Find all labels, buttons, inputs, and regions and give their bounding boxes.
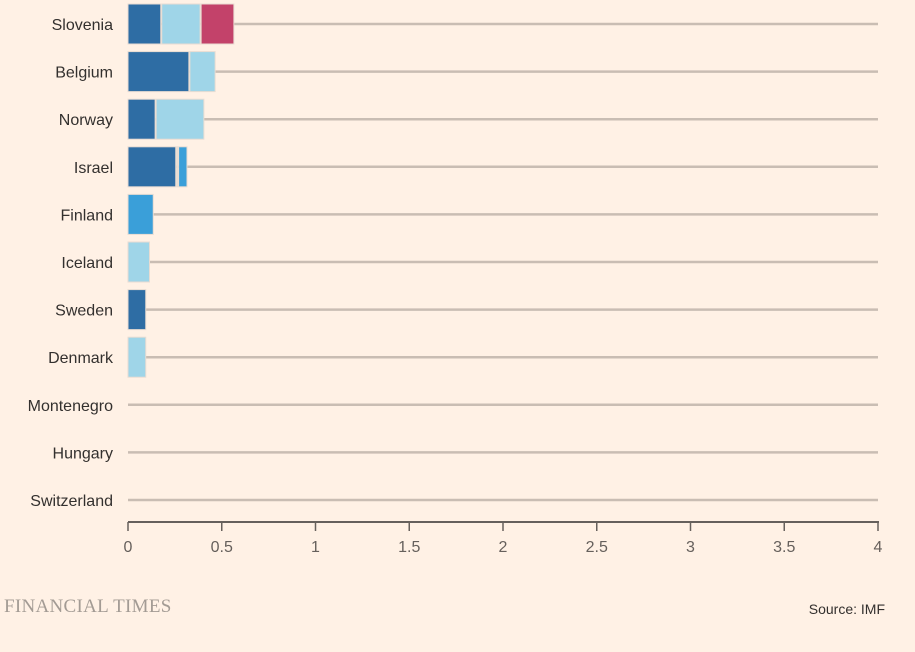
stacked-bar-chart: Slovenia Belgium Norway Israel Finland Icelan…: [28, 3, 883, 556]
x-tick-label: 4: [874, 539, 883, 556]
bar-segment: [200, 3, 235, 45]
category-label: Denmark: [48, 350, 114, 367]
bar-segment: [127, 336, 147, 378]
x-tick-label: 2: [499, 539, 508, 556]
category-label: Finland: [61, 207, 113, 224]
bar-group: [127, 3, 235, 378]
category-label: Sweden: [55, 303, 113, 320]
bar-segment: [127, 289, 147, 331]
category-label: Montenegro: [28, 398, 113, 415]
bar-segment: [178, 146, 188, 188]
bar-segment: [127, 241, 150, 283]
bar-segment: [155, 98, 205, 140]
x-tick-label: 3: [686, 539, 695, 556]
source-note: Source: IMF: [808, 601, 885, 617]
x-tick-label: 2.5: [586, 539, 608, 556]
financial-times-logo: FINANCIAL TIMES: [4, 596, 172, 617]
x-tick-label: 0: [124, 539, 133, 556]
category-label: Belgium: [55, 65, 113, 82]
category-label: Iceland: [61, 255, 113, 272]
category-label: Israel: [74, 160, 113, 177]
category-label: Slovenia: [52, 17, 113, 34]
x-tick-label: 3.5: [773, 539, 795, 556]
bar-segment: [161, 3, 201, 45]
x-axis: 0 0.5 1 1.5 2 2.5 3 3.5 4: [124, 521, 883, 556]
bar-segment: [127, 98, 156, 140]
bar-segment: [127, 193, 154, 235]
bar-segment: [127, 3, 162, 45]
category-label: Switzerland: [30, 493, 113, 510]
category-labels: Slovenia Belgium Norway Israel Finland Icelan…: [28, 17, 114, 510]
x-tick-label: 1.5: [398, 539, 420, 556]
bar-segment: [189, 51, 216, 93]
category-label: Hungary: [53, 445, 113, 462]
bar-segment: [127, 146, 177, 188]
row-gridlines: [128, 22, 878, 502]
bar-segment: [176, 146, 179, 188]
x-tick-label: 1: [311, 539, 320, 556]
category-label: Norway: [59, 112, 113, 129]
bar-segment: [127, 51, 190, 93]
x-tick-label: 0.5: [211, 539, 233, 556]
